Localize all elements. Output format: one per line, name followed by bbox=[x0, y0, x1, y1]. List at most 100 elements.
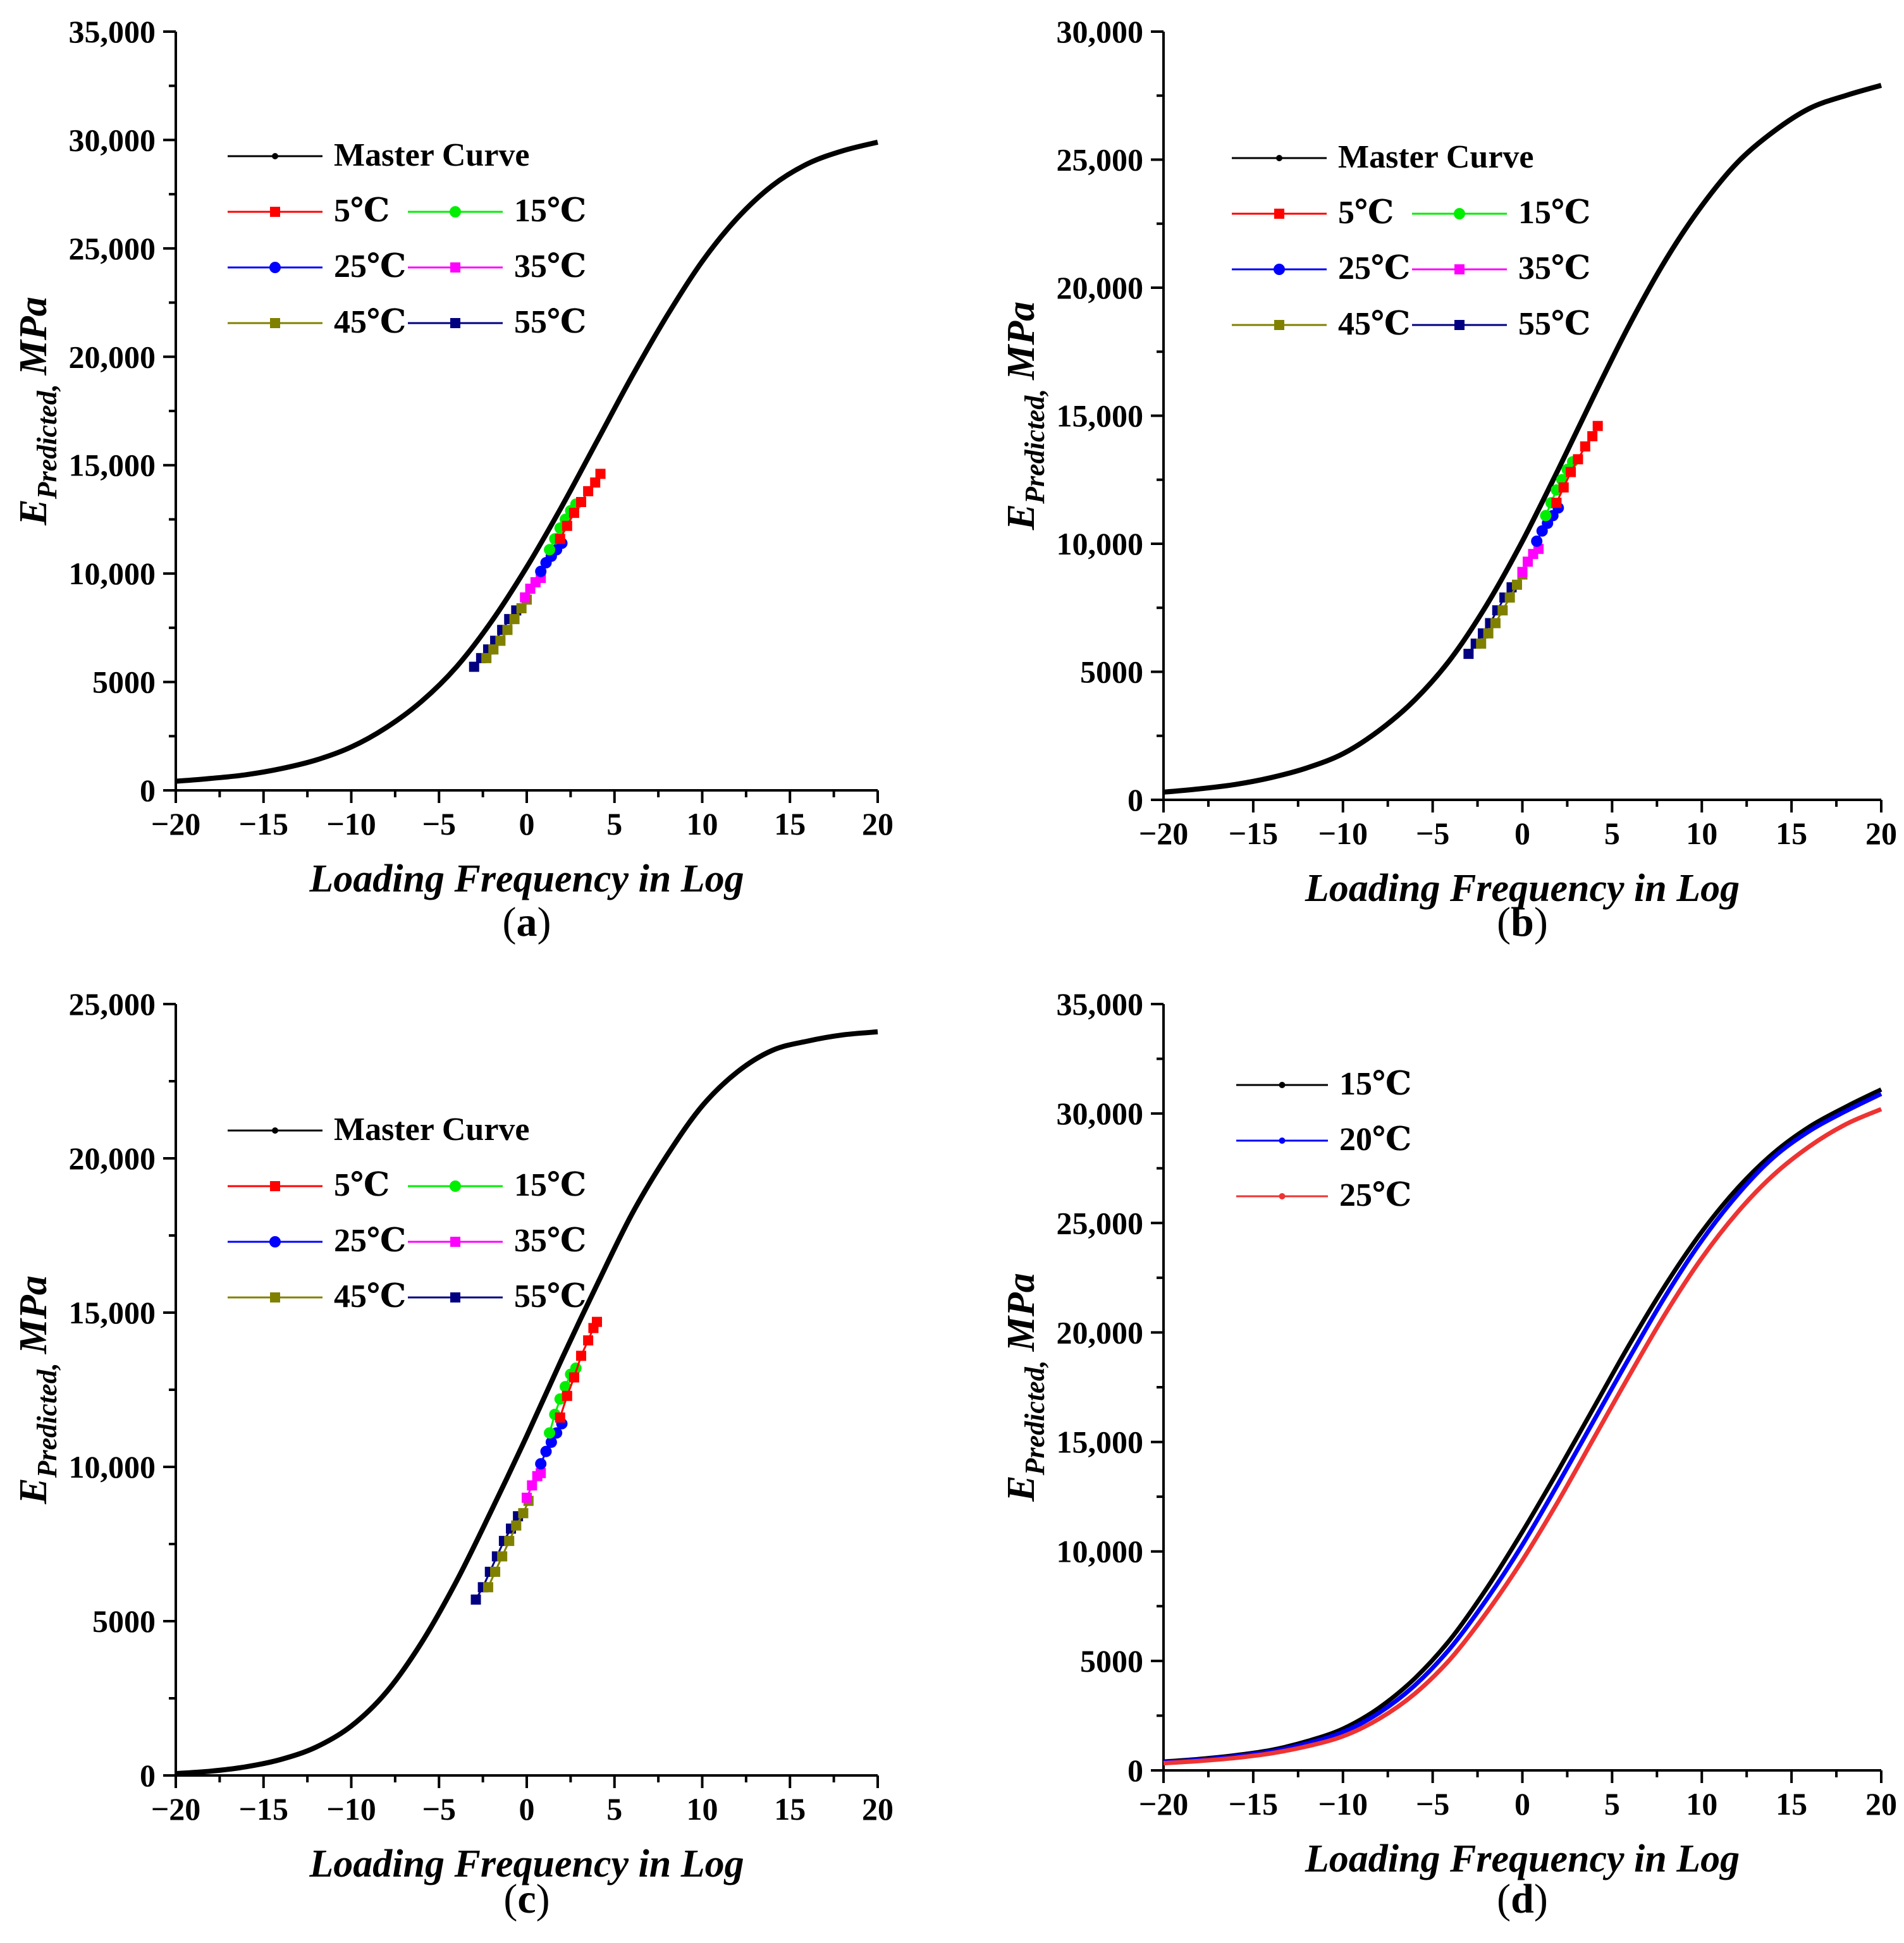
data-point bbox=[1504, 592, 1515, 603]
y-tick-label: 15,000 bbox=[69, 448, 156, 483]
x-tick-label: 0 bbox=[519, 1791, 535, 1827]
x-tick-label: −10 bbox=[326, 1791, 376, 1827]
panel-c: −20 −15 −10 −5 0 5 10 15 20 0 5000 10,000 15,000 20,0… bbox=[12, 986, 894, 1922]
series-5C bbox=[555, 469, 606, 544]
y-tick-label: 25,000 bbox=[1057, 142, 1144, 178]
legend-swatch-marker bbox=[272, 153, 278, 159]
data-point bbox=[522, 1492, 532, 1503]
x-tick-label: 15 bbox=[774, 1791, 806, 1827]
legend-label: 15℃ bbox=[1339, 1066, 1411, 1102]
legend-label: 35℃ bbox=[514, 1223, 586, 1259]
legend-label: 35℃ bbox=[514, 248, 586, 285]
y-tick-label: 20,000 bbox=[69, 1141, 156, 1176]
data-point bbox=[1573, 454, 1583, 465]
data-point bbox=[576, 497, 587, 507]
x-tick-label: −20 bbox=[1139, 1786, 1189, 1822]
data-point bbox=[469, 661, 479, 672]
y-axis-title-unit: MPa bbox=[12, 1275, 55, 1354]
y-tick-label: 15,000 bbox=[69, 1295, 156, 1330]
data-point bbox=[1476, 638, 1487, 649]
data-point bbox=[555, 534, 565, 544]
legend-swatch-marker bbox=[450, 318, 460, 328]
data-point bbox=[1587, 431, 1598, 441]
legend-swatch-marker bbox=[1274, 209, 1284, 219]
y-axis-title-main: E bbox=[1000, 504, 1043, 530]
legend-swatch-marker bbox=[270, 318, 280, 328]
legend: 15℃ 20℃ 25℃ bbox=[1236, 1066, 1411, 1213]
y-tick-label: 25,000 bbox=[69, 986, 156, 1022]
legend-label: 15℃ bbox=[514, 193, 586, 229]
y-axis-title-unit: MPa bbox=[12, 297, 55, 376]
y-tick-label: 0 bbox=[1127, 782, 1143, 818]
master-curve-line bbox=[175, 1029, 878, 1777]
panel-label: (b) bbox=[1497, 899, 1548, 945]
data-point bbox=[470, 1594, 481, 1605]
legend-swatch-marker bbox=[1276, 155, 1282, 161]
x-tick-label: −5 bbox=[422, 806, 457, 842]
legend-label: Master Curve bbox=[334, 137, 530, 173]
panel-letter: a bbox=[517, 899, 537, 945]
y-tick-label: 10,000 bbox=[69, 556, 156, 591]
legend-label: 55℃ bbox=[1518, 306, 1590, 342]
legend-label: 20℃ bbox=[1339, 1122, 1411, 1158]
data-point bbox=[509, 614, 520, 625]
data-point bbox=[1463, 649, 1474, 659]
data-point bbox=[490, 1566, 501, 1577]
series-5C bbox=[555, 1316, 602, 1423]
data-point bbox=[1531, 535, 1543, 547]
legend-label: 25℃ bbox=[334, 1223, 406, 1259]
data-point bbox=[535, 565, 547, 577]
y-axis-title: EPredicted, MPa bbox=[1000, 1273, 1050, 1502]
y-axis-title-subscript: Predicted, bbox=[32, 384, 63, 500]
data-point bbox=[536, 1468, 546, 1478]
x-tick-label: −5 bbox=[422, 1791, 457, 1827]
legend-swatch-marker bbox=[272, 1127, 278, 1134]
series-line bbox=[1163, 1091, 1883, 1765]
y-axis-title: EPredicted, MPa bbox=[12, 297, 63, 525]
y-axis-title-main: E bbox=[1000, 1475, 1043, 1502]
legend-swatch-marker bbox=[450, 206, 461, 218]
x-axis-title: Loading Frequency in Log bbox=[309, 857, 744, 900]
x-tick-label: 10 bbox=[1686, 1786, 1717, 1822]
legend-label: 25℃ bbox=[1338, 250, 1410, 286]
data-point bbox=[1551, 498, 1562, 508]
legend-label: 15℃ bbox=[514, 1167, 586, 1203]
legend-label: 5℃ bbox=[334, 193, 390, 229]
y-tick-label: 35,000 bbox=[1057, 986, 1144, 1022]
data-point bbox=[562, 520, 572, 531]
panel-a: −20 −15 −10 −5 0 5 10 15 20 0 5000 10,000 15,000 20,0… bbox=[12, 14, 894, 945]
x-tick-label: 5 bbox=[1604, 816, 1620, 851]
legend-swatch-marker bbox=[1274, 320, 1284, 330]
data-point bbox=[592, 1316, 602, 1327]
data-point bbox=[540, 1445, 552, 1457]
legend-swatch-marker bbox=[1279, 1137, 1286, 1144]
x-tick-label: 15 bbox=[774, 806, 806, 842]
data-point bbox=[1490, 618, 1501, 628]
series-35C bbox=[522, 1468, 546, 1503]
legend: Master Curve 5℃ 15℃ 25℃ 35℃ 45℃ 55℃ bbox=[228, 137, 586, 340]
data-point bbox=[1592, 420, 1603, 431]
series-25C bbox=[1163, 1106, 1883, 1766]
data-point bbox=[1517, 567, 1528, 577]
legend-label: 45℃ bbox=[334, 304, 406, 340]
legend-label: 45℃ bbox=[1338, 306, 1410, 342]
x-tick-label: 20 bbox=[1865, 816, 1897, 851]
legend: Master Curve 5℃ 15℃ 25℃ 35℃ 45℃ 55℃ bbox=[228, 1112, 586, 1315]
data-point bbox=[590, 477, 601, 488]
x-axis-title: Loading Frequency in Log bbox=[1305, 1837, 1740, 1880]
data-point bbox=[1580, 441, 1590, 452]
legend-label: 35℃ bbox=[1518, 250, 1590, 286]
legend-swatch-marker bbox=[270, 1181, 280, 1191]
y-tick-label: 20,000 bbox=[1057, 270, 1144, 305]
legend-swatch-marker bbox=[1454, 320, 1465, 330]
x-axis-title: Loading Frequency in Log bbox=[1305, 867, 1740, 910]
data-point bbox=[482, 1582, 493, 1593]
y-tick-label: 10,000 bbox=[1057, 526, 1144, 561]
x-tick-label: 0 bbox=[1514, 816, 1530, 851]
master-curve-line bbox=[1163, 83, 1883, 795]
x-tick-label: 15 bbox=[1776, 816, 1807, 851]
legend: Master Curve 5℃ 15℃ 25℃ 35℃ 45℃ 55℃ bbox=[1232, 139, 1590, 342]
y-tick-label: 10,000 bbox=[1057, 1534, 1144, 1569]
y-axis-title-subscript: Predicted, bbox=[1019, 1360, 1050, 1476]
y-axis-title-unit: MPa bbox=[1000, 302, 1043, 381]
